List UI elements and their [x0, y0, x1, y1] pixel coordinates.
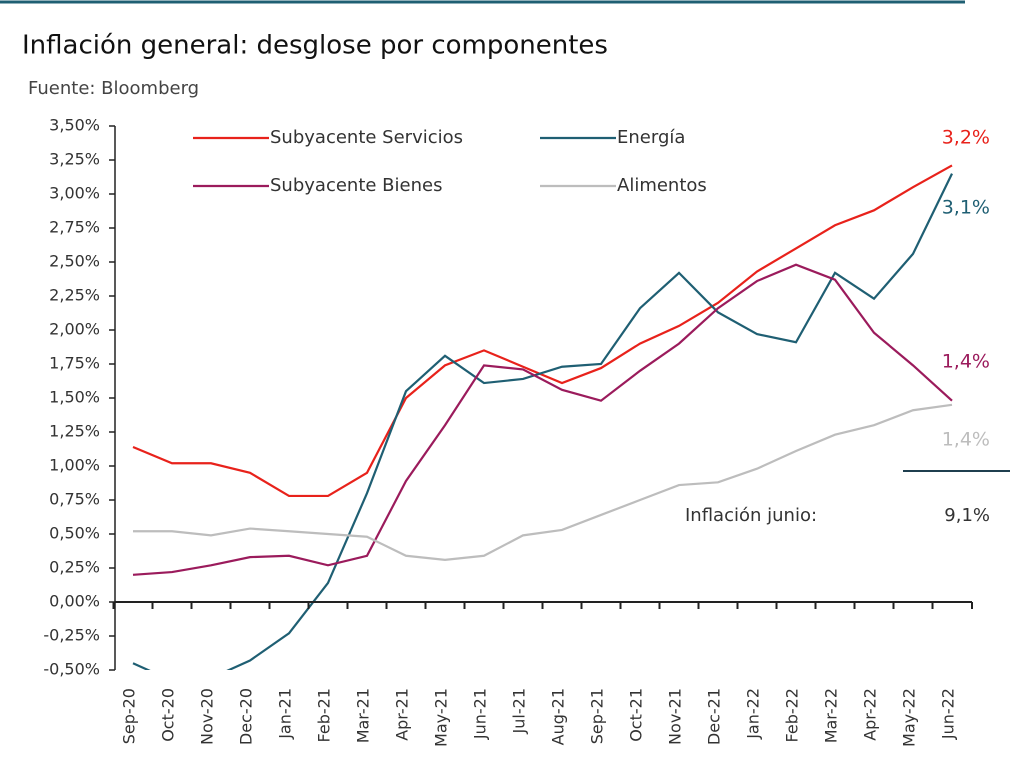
x-tick-label: Nov-21 — [666, 688, 685, 745]
y-tick-label: 3,50% — [49, 116, 100, 135]
x-tick-label: Mar-21 — [354, 688, 373, 743]
chart-title: Inflación general: desglose por componen… — [22, 31, 608, 61]
x-tick-label: Jun-22 — [939, 688, 958, 740]
x-tick-label: Sep-20 — [120, 688, 139, 744]
x-tick-label: Apr-21 — [393, 688, 412, 741]
legend-label: Subyacente Servicios — [270, 127, 463, 148]
x-tick-label: Oct-20 — [159, 688, 178, 742]
x-tick-label: Dec-20 — [237, 688, 256, 745]
y-tick-label: 2,00% — [49, 320, 100, 339]
x-tick-label: Jul-21 — [510, 688, 529, 734]
x-tick-label: Aug-21 — [549, 688, 568, 745]
legend-label: Alimentos — [617, 175, 707, 196]
y-tick-label: -0,25% — [43, 626, 100, 645]
plot — [132, 164, 953, 670]
y-tick-label: 2,75% — [49, 218, 100, 237]
x-tick-label: May-21 — [432, 688, 451, 747]
y-tick-label: 0,25% — [49, 558, 100, 577]
x-tick-label: Jan-22 — [744, 688, 763, 740]
y-tick-label: 1,75% — [49, 354, 100, 373]
legend-label: Subyacente Bienes — [270, 175, 442, 196]
series-line — [132, 173, 953, 670]
y-tick-label: 1,25% — [49, 422, 100, 441]
legend-label: Energía — [617, 127, 685, 148]
end-label: 3,1% — [942, 197, 990, 219]
x-tick-label: Mar-22 — [822, 688, 841, 743]
series-line — [133, 403, 953, 561]
annotation-label: Inflación junio: — [685, 505, 817, 526]
end-label: 3,2% — [942, 127, 990, 149]
series-line — [132, 164, 953, 498]
y-tick-label: 0,00% — [49, 592, 100, 611]
y-tick-label: 3,00% — [49, 184, 100, 203]
x-tick-label: Jun-21 — [471, 688, 490, 740]
subtitle: Fuente: Bloomberg — [28, 78, 199, 99]
x-tick-label: Feb-21 — [315, 688, 334, 742]
y-tick-label: 2,50% — [49, 252, 100, 271]
x-tick-label: Jan-21 — [276, 688, 295, 740]
x-tick-label: Oct-21 — [627, 688, 646, 742]
y-tick-label: 2,25% — [49, 286, 100, 305]
x-tick-label: Feb-22 — [783, 688, 802, 742]
y-tick-label: 0,75% — [49, 490, 100, 509]
y-tick-label: 1,50% — [49, 388, 100, 407]
x-tick-label: Sep-21 — [588, 688, 607, 744]
x-tick-label: Apr-22 — [861, 688, 880, 741]
end-label: 1,4% — [942, 351, 990, 373]
y-tick-label: 0,50% — [49, 524, 100, 543]
y-tick-label: 3,25% — [49, 150, 100, 169]
x-tick-label: Dec-21 — [705, 688, 724, 745]
y-tick-label: 1,00% — [49, 456, 100, 475]
x-tick-label: May-22 — [900, 688, 919, 747]
annotation-value: 9,1% — [944, 505, 990, 526]
y-tick-label: -0,50% — [43, 660, 100, 679]
x-tick-label: Nov-20 — [198, 688, 217, 745]
series-line — [132, 263, 953, 576]
end-label: 1,4% — [942, 429, 990, 451]
